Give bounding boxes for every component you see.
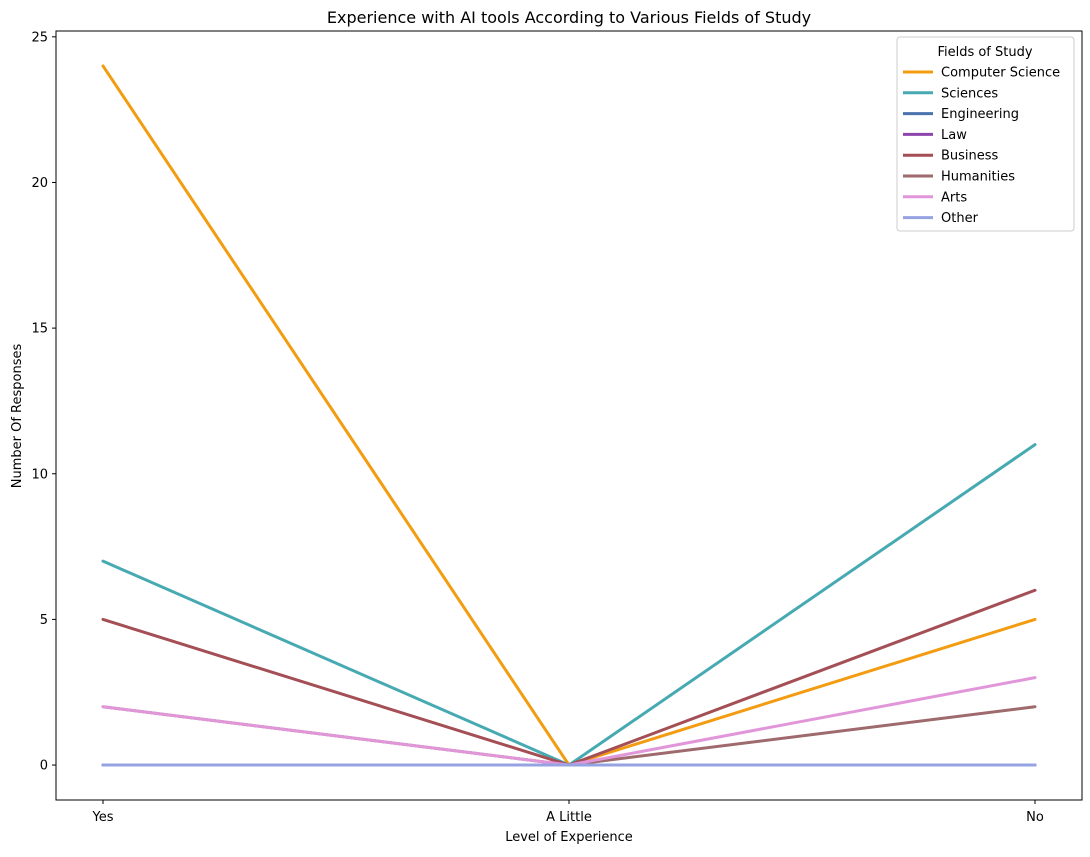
series-line-sciences bbox=[101, 443, 1037, 767]
y-tick-label: 20 bbox=[31, 176, 48, 191]
legend-label: Arts bbox=[941, 190, 967, 205]
legend-item: Law bbox=[903, 128, 967, 143]
series-line-humanities bbox=[101, 705, 1037, 767]
x-axis: Yes A Little No bbox=[92, 800, 1044, 825]
legend: Fields of Study Computer Science Sciences… bbox=[896, 36, 1075, 232]
legend-item: Computer Science bbox=[903, 66, 1060, 81]
legend-label: Law bbox=[941, 128, 967, 143]
y-tick-label: 10 bbox=[31, 467, 48, 482]
y-tick-label: 0 bbox=[40, 759, 48, 774]
legend-item: Arts bbox=[903, 190, 967, 205]
legend-label: Humanities bbox=[941, 170, 1015, 185]
plot-area bbox=[101, 64, 1037, 767]
legend-items: Computer Science Sciences Engineering Law Bu… bbox=[903, 66, 1060, 226]
legend-item: Business bbox=[903, 149, 999, 164]
legend-label: Sciences bbox=[941, 86, 998, 101]
series-line-business bbox=[101, 588, 1037, 767]
y-tick-label: 25 bbox=[31, 30, 48, 45]
chart-title: Experience with AI tools According to Va… bbox=[327, 8, 811, 27]
series-line-computer-science bbox=[101, 64, 1037, 767]
legend-item: Engineering bbox=[903, 107, 1019, 122]
series-line-arts bbox=[101, 676, 1037, 767]
x-axis-label: Level of Experience bbox=[505, 830, 633, 845]
legend-title: Fields of Study bbox=[937, 45, 1032, 60]
legend-label: Other bbox=[941, 211, 979, 226]
y-tick-label: 5 bbox=[40, 613, 48, 628]
legend-box bbox=[896, 36, 1075, 232]
y-tick-label: 15 bbox=[31, 322, 48, 337]
legend-label: Computer Science bbox=[941, 66, 1060, 81]
x-tick-label: No bbox=[1026, 810, 1044, 825]
legend-item: Sciences bbox=[903, 86, 998, 101]
y-axis: 0 5 10 15 20 25 bbox=[31, 30, 56, 774]
legend-label: Business bbox=[941, 149, 999, 164]
x-tick-label: Yes bbox=[92, 810, 114, 825]
legend-label: Engineering bbox=[941, 107, 1019, 122]
x-tick-label: A Little bbox=[546, 810, 592, 825]
legend-item: Other bbox=[903, 211, 979, 226]
y-axis-label: Number Of Responses bbox=[10, 344, 25, 489]
legend-item: Humanities bbox=[903, 170, 1015, 185]
